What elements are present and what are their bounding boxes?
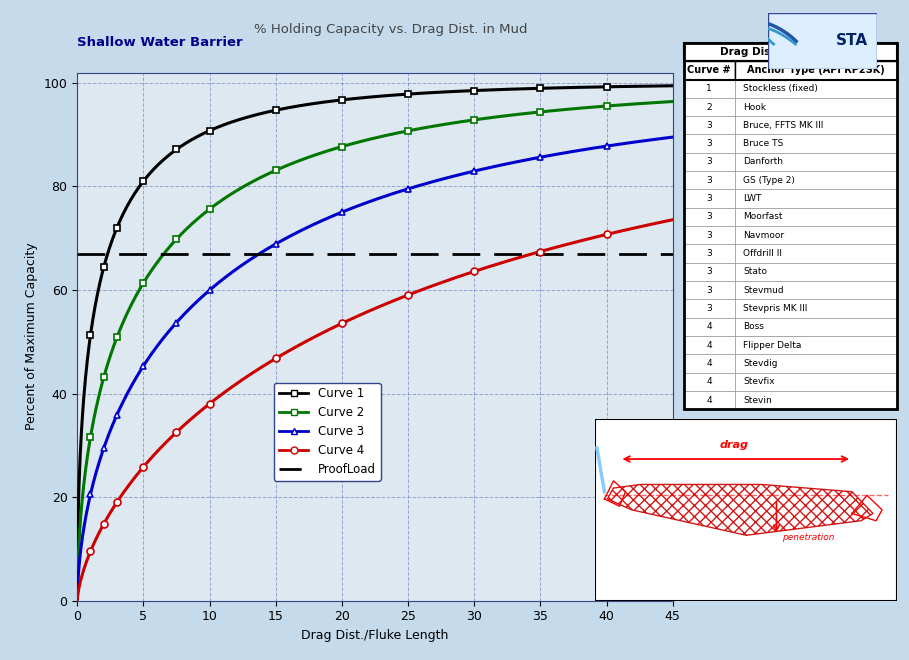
Text: Boss: Boss — [744, 322, 764, 331]
Y-axis label: Percent of Maximum Capacity: Percent of Maximum Capacity — [25, 243, 38, 430]
Text: % Holding Capacity vs. Drag Dist. in Mud: % Holding Capacity vs. Drag Dist. in Mud — [255, 23, 527, 36]
Bar — [684, 79, 734, 98]
Text: 3: 3 — [706, 231, 712, 240]
Bar — [734, 135, 897, 153]
Text: 3: 3 — [706, 158, 712, 166]
Bar — [684, 354, 734, 372]
Bar — [734, 98, 897, 116]
Text: Offdrill II: Offdrill II — [744, 249, 783, 258]
Text: 1: 1 — [706, 84, 712, 93]
Text: 3: 3 — [706, 121, 712, 130]
Bar — [734, 354, 897, 372]
Text: 3: 3 — [706, 139, 712, 148]
Text: Navmoor: Navmoor — [744, 231, 784, 240]
Bar — [734, 281, 897, 300]
Text: Stevin: Stevin — [744, 395, 772, 405]
Text: drag: drag — [720, 440, 749, 450]
Bar — [734, 79, 897, 98]
Bar — [684, 98, 734, 116]
Bar — [734, 116, 897, 135]
Bar — [734, 189, 897, 208]
Text: penetration: penetration — [783, 533, 835, 543]
Bar — [734, 244, 897, 263]
Bar — [734, 171, 897, 189]
Text: 3: 3 — [706, 286, 712, 294]
Text: Stockless (fixed): Stockless (fixed) — [744, 84, 818, 93]
Bar — [684, 391, 734, 409]
Text: 3: 3 — [706, 304, 712, 313]
Text: Shallow Water Barrier: Shallow Water Barrier — [77, 36, 243, 49]
Bar — [734, 317, 897, 336]
Bar — [734, 208, 897, 226]
Text: Stevdig: Stevdig — [744, 359, 778, 368]
Text: Anchor Type (API RP2SK): Anchor Type (API RP2SK) — [747, 65, 884, 75]
Text: GS (Type 2): GS (Type 2) — [744, 176, 795, 185]
Bar — [734, 153, 897, 171]
Bar — [684, 43, 897, 61]
Text: Danforth: Danforth — [744, 158, 784, 166]
Bar — [684, 189, 734, 208]
Bar — [684, 226, 734, 244]
Text: Stevpris MK III: Stevpris MK III — [744, 304, 808, 313]
Text: Drag Distance Grouping: Drag Distance Grouping — [720, 47, 861, 57]
Bar — [684, 300, 734, 317]
Bar — [684, 244, 734, 263]
Text: Stevmud: Stevmud — [744, 286, 784, 294]
Bar — [684, 336, 734, 354]
Bar — [684, 372, 734, 391]
X-axis label: Drag Dist./Fluke Length: Drag Dist./Fluke Length — [301, 629, 449, 642]
Text: Stevfix: Stevfix — [744, 378, 775, 386]
Bar — [684, 171, 734, 189]
Bar — [734, 336, 897, 354]
Text: Flipper Delta: Flipper Delta — [744, 341, 802, 350]
Bar — [684, 116, 734, 135]
Bar — [684, 208, 734, 226]
Bar — [734, 226, 897, 244]
Text: Moorfast: Moorfast — [744, 213, 783, 221]
Text: Hook: Hook — [744, 102, 766, 112]
Bar — [684, 153, 734, 171]
Text: 4: 4 — [706, 378, 712, 386]
Bar — [684, 61, 734, 79]
Text: 4: 4 — [706, 359, 712, 368]
Text: 4: 4 — [706, 322, 712, 331]
Text: 3: 3 — [706, 194, 712, 203]
Text: Stato: Stato — [744, 267, 767, 277]
Bar — [684, 281, 734, 300]
Text: Curve #: Curve # — [687, 65, 731, 75]
Text: 3: 3 — [706, 267, 712, 277]
Bar — [734, 61, 897, 79]
Bar — [734, 263, 897, 281]
Bar — [684, 263, 734, 281]
Bar — [734, 300, 897, 317]
Text: 4: 4 — [706, 395, 712, 405]
Text: Bruce TS: Bruce TS — [744, 139, 784, 148]
Text: LWT: LWT — [744, 194, 762, 203]
Legend: Curve 1, Curve 2, Curve 3, Curve 4, ProofLoad: Curve 1, Curve 2, Curve 3, Curve 4, Proo… — [275, 383, 381, 480]
Bar — [734, 391, 897, 409]
Text: STA: STA — [835, 32, 868, 48]
Text: 2: 2 — [706, 102, 712, 112]
Text: Bruce, FFTS MK III: Bruce, FFTS MK III — [744, 121, 824, 130]
Text: 3: 3 — [706, 213, 712, 221]
Bar — [734, 372, 897, 391]
Text: 3: 3 — [706, 176, 712, 185]
Bar — [684, 317, 734, 336]
Text: 4: 4 — [706, 341, 712, 350]
Bar — [684, 135, 734, 153]
Text: 3: 3 — [706, 249, 712, 258]
